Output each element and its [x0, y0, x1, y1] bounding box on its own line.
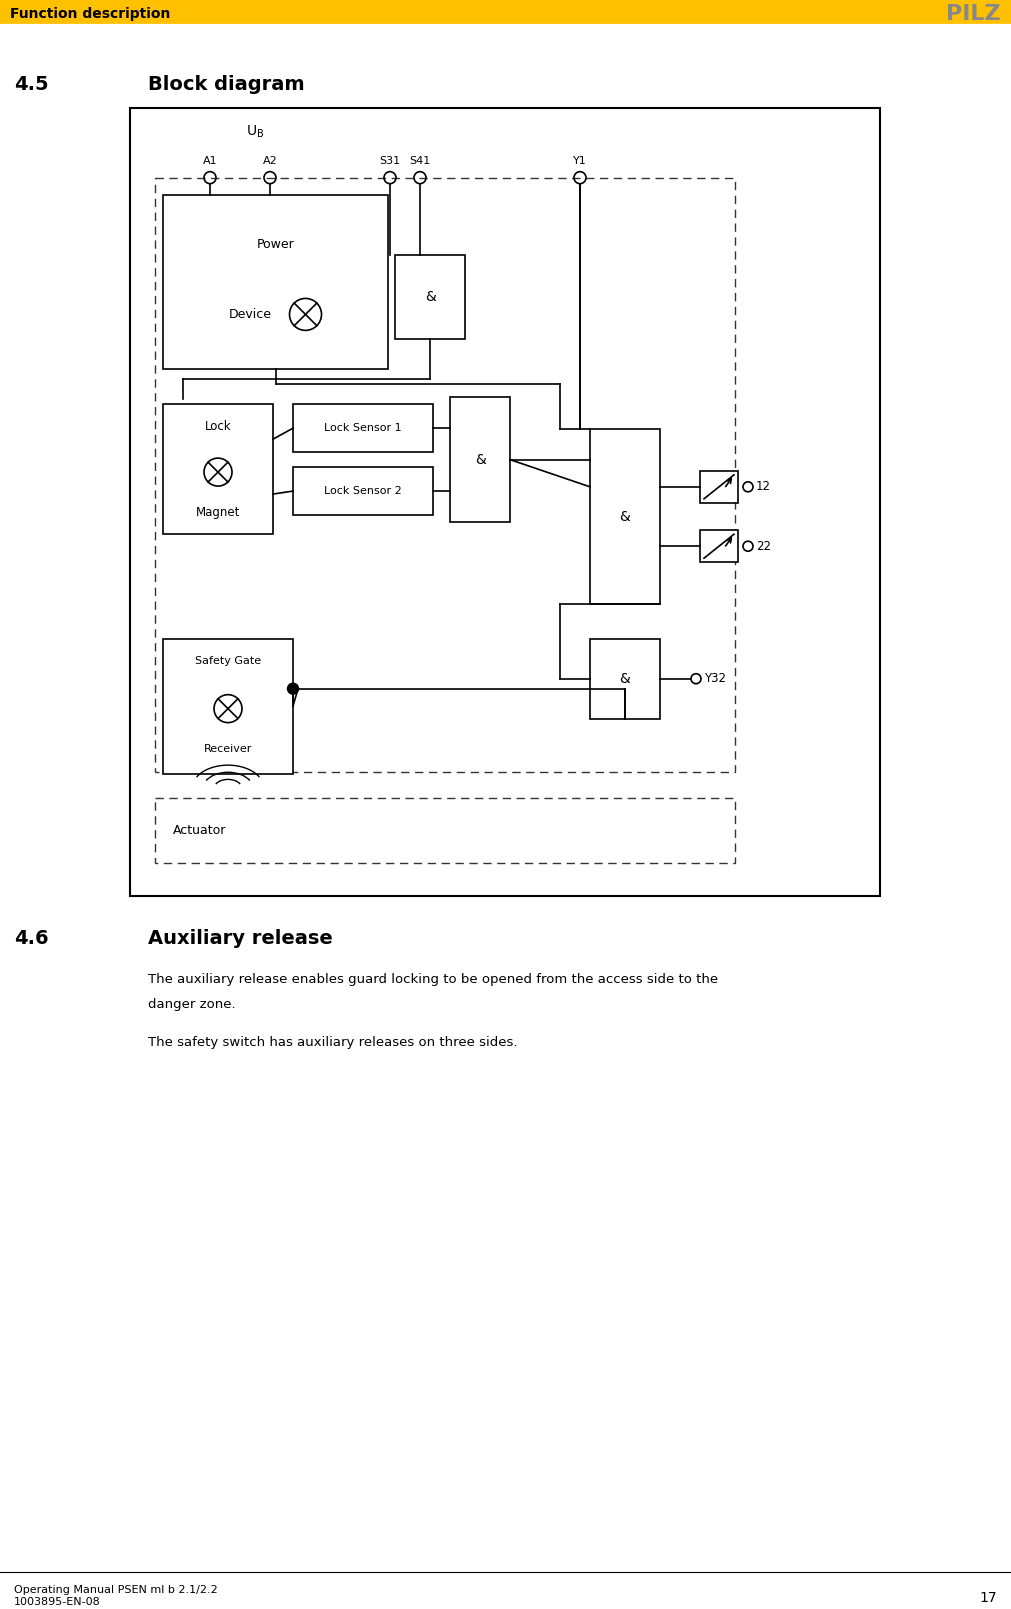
Text: 4.6: 4.6: [14, 928, 49, 948]
Text: Y1: Y1: [573, 156, 586, 166]
Text: Operating Manual PSEN ml b 2.1/2.2: Operating Manual PSEN ml b 2.1/2.2: [14, 1585, 217, 1595]
Text: Lock: Lock: [204, 420, 232, 433]
Bar: [450, 397, 510, 521]
Text: S41: S41: [409, 156, 431, 166]
Bar: [293, 404, 433, 452]
Text: &: &: [425, 290, 436, 304]
Text: &: &: [620, 510, 631, 523]
Bar: [163, 639, 293, 774]
Text: Device: Device: [229, 307, 272, 320]
Bar: [590, 430, 660, 603]
Bar: [0, 0, 1011, 23]
Text: Auxiliary release: Auxiliary release: [148, 928, 333, 948]
Text: Lock Sensor 1: Lock Sensor 1: [325, 423, 401, 433]
Bar: [155, 177, 735, 772]
Text: &: &: [474, 452, 485, 467]
Text: Actuator: Actuator: [173, 824, 226, 837]
Text: 12: 12: [756, 481, 771, 494]
Bar: [395, 254, 465, 339]
Circle shape: [287, 684, 298, 693]
Text: The auxiliary release enables guard locking to be opened from the access side to: The auxiliary release enables guard lock…: [148, 973, 718, 986]
Text: danger zone.: danger zone.: [148, 998, 236, 1010]
Bar: [155, 798, 735, 864]
Text: Lock Sensor 2: Lock Sensor 2: [325, 486, 402, 496]
Text: Y32: Y32: [704, 673, 726, 685]
Text: Function description: Function description: [10, 6, 171, 21]
Text: 17: 17: [980, 1591, 997, 1604]
Bar: [130, 108, 880, 896]
Text: PILZ: PILZ: [946, 3, 1001, 24]
Text: 4.5: 4.5: [14, 76, 49, 95]
Bar: [163, 404, 273, 534]
Text: A2: A2: [263, 156, 277, 166]
Text: U$_\mathregular{B}$: U$_\mathregular{B}$: [246, 124, 264, 140]
Text: 22: 22: [756, 539, 771, 553]
Text: Power: Power: [257, 238, 294, 251]
Text: A1: A1: [202, 156, 217, 166]
Bar: [590, 639, 660, 719]
Bar: [163, 195, 388, 370]
Bar: [700, 471, 738, 502]
Text: S31: S31: [379, 156, 400, 166]
Text: Receiver: Receiver: [204, 743, 252, 753]
Text: &: &: [620, 671, 631, 685]
Text: Safety Gate: Safety Gate: [195, 656, 261, 666]
Bar: [700, 531, 738, 562]
Text: Block diagram: Block diagram: [148, 76, 304, 95]
Bar: [293, 467, 433, 515]
Text: 1003895-EN-08: 1003895-EN-08: [14, 1598, 101, 1607]
Text: Magnet: Magnet: [196, 505, 241, 518]
Text: The safety switch has auxiliary releases on three sides.: The safety switch has auxiliary releases…: [148, 1036, 518, 1049]
